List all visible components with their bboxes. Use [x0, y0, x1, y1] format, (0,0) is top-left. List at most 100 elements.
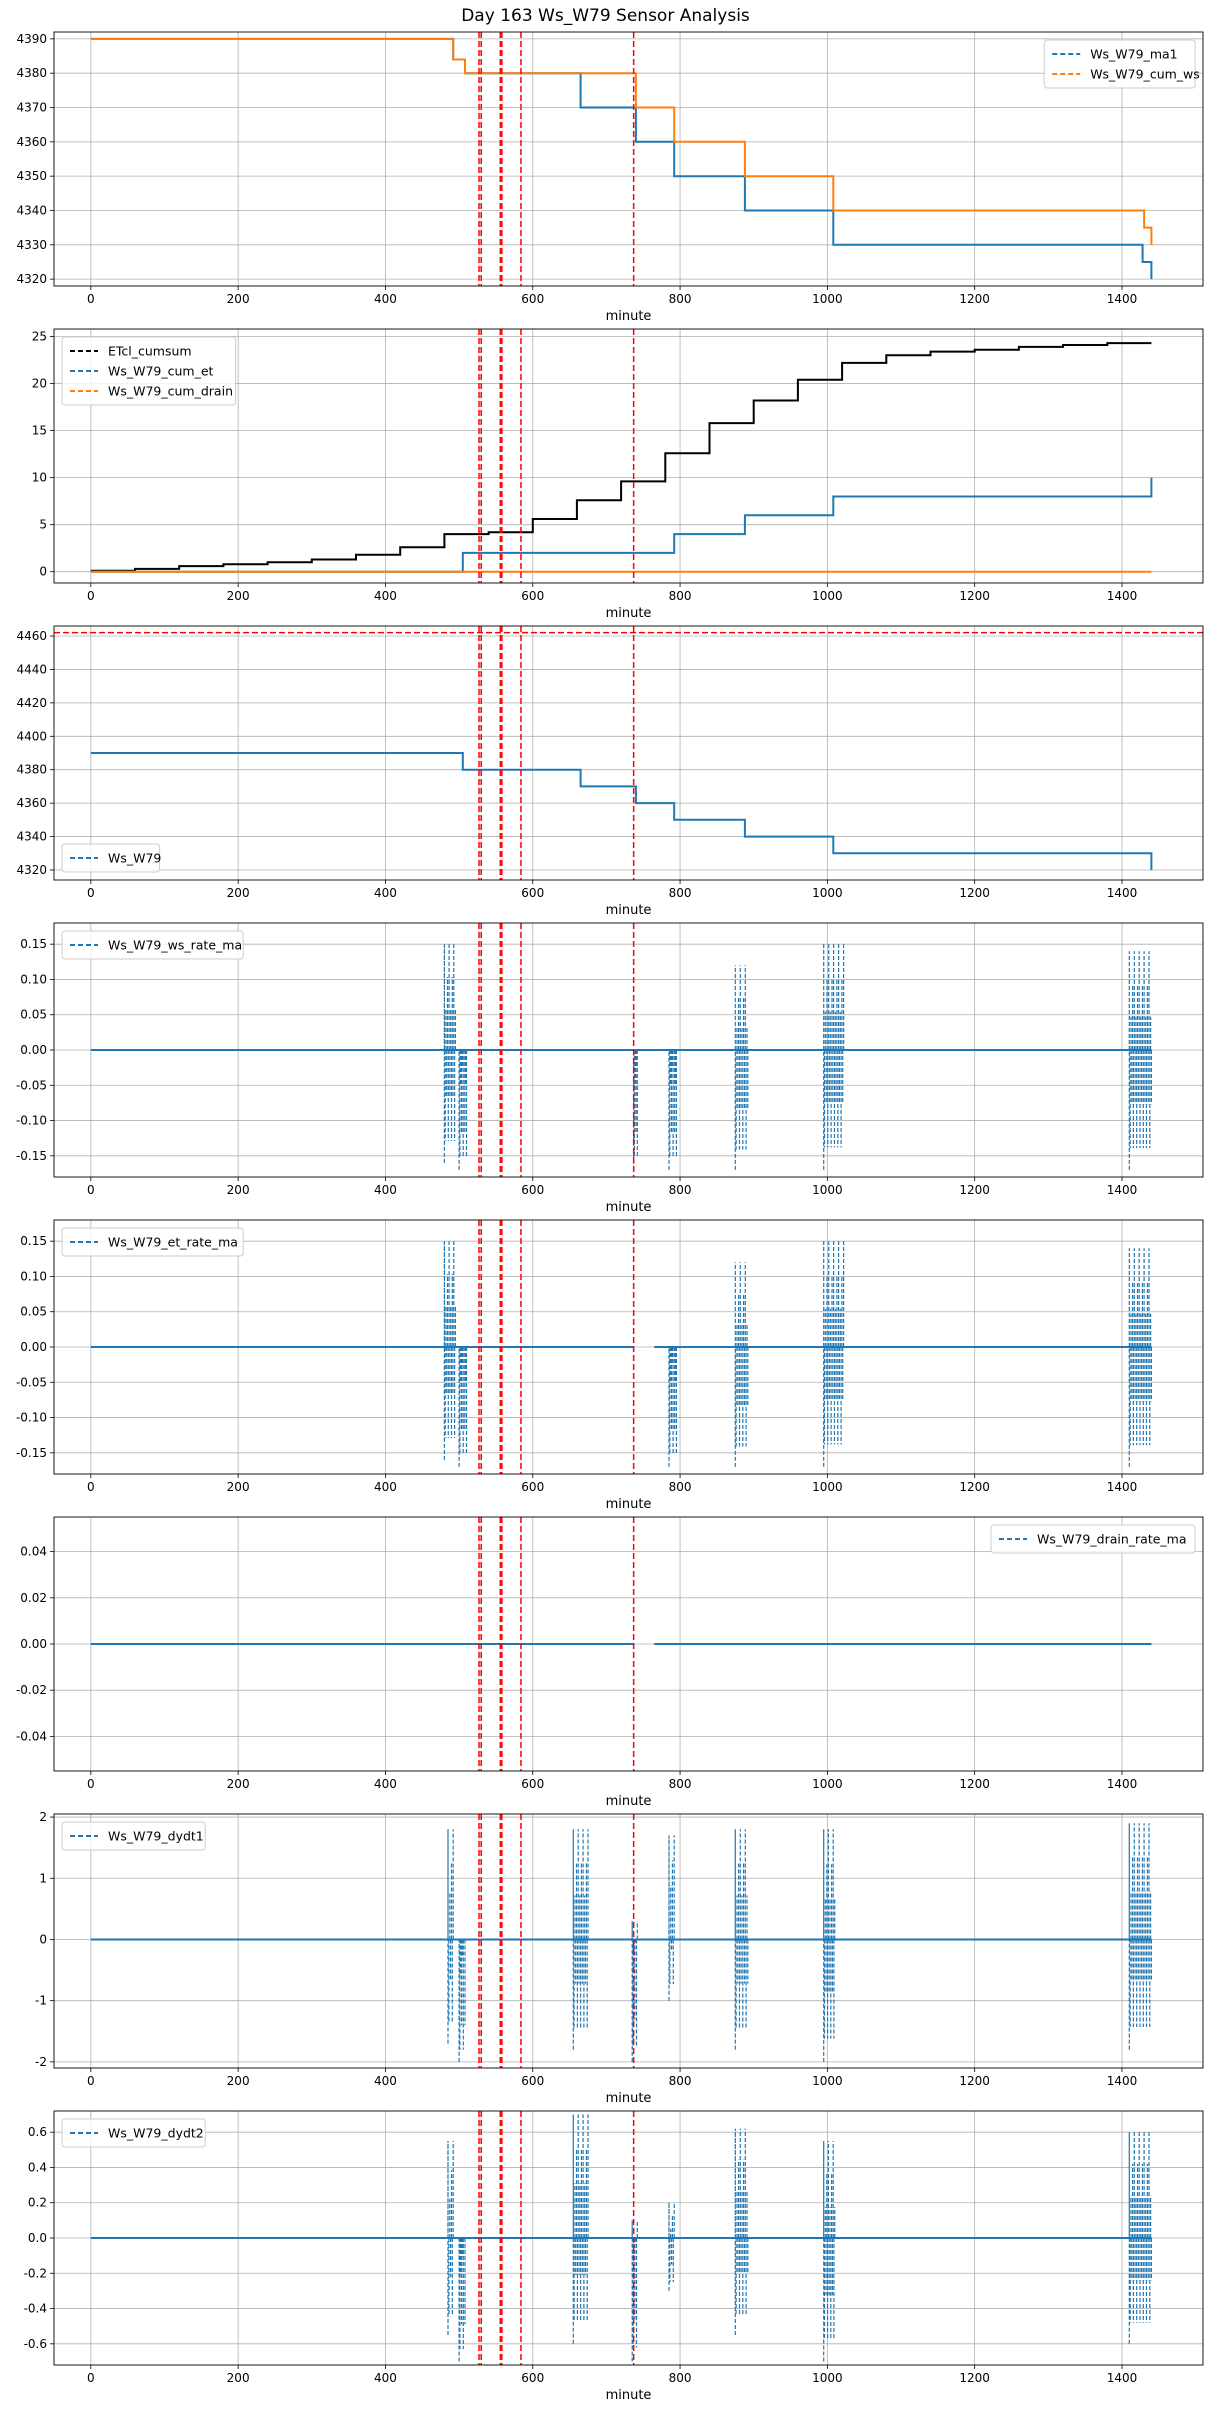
series-line — [90, 477, 1153, 573]
y-tick-label: 4340 — [16, 830, 47, 844]
y-tick-label: -0.04 — [16, 1729, 47, 1743]
x-tick-label: 200 — [227, 886, 250, 900]
x-tick-label: 1400 — [1107, 589, 1138, 603]
subplot-1: 0 200 400 600 800 1000 1200 1400 4320 4330 4340 435… — [16, 31, 1204, 324]
x-tick-label: 1400 — [1107, 1183, 1138, 1197]
x-tick-label: 0 — [87, 2074, 95, 2088]
series-spike — [668, 1050, 677, 1170]
y-tick-label: 1 — [39, 1871, 47, 1885]
axes-frame — [53, 625, 1204, 881]
figure-title: Day 163 Ws_W79 Sensor Analysis — [461, 6, 750, 26]
y-tick-label: 0.00 — [20, 1043, 47, 1057]
plot-area — [90, 1220, 1152, 1474]
x-axis-label: minute — [606, 606, 652, 621]
y-tick-label: -0.4 — [24, 2302, 47, 2316]
y-tick-label: 0.15 — [20, 1234, 47, 1248]
legend-label: Ws_W79_cum_et — [108, 364, 214, 379]
y-tick-label: 4460 — [16, 629, 47, 643]
series-spike — [572, 2114, 589, 2344]
legend: Ws_W79_et_rate_ma — [61, 1227, 244, 1257]
x-tick-label: 1200 — [959, 2371, 990, 2385]
series-spike — [734, 1262, 749, 1467]
y-tick-label: 0.02 — [20, 1591, 47, 1605]
x-tick-label: 800 — [669, 1183, 692, 1197]
series-spike — [823, 2141, 836, 2362]
y-tick-label: -0.15 — [16, 1149, 47, 1163]
plot-area — [90, 2111, 1152, 2365]
x-tick-label: 200 — [227, 292, 250, 306]
x-tick-label: 1400 — [1107, 1777, 1138, 1791]
x-tick-label: 1400 — [1107, 1480, 1138, 1494]
series-line — [90, 37, 1153, 280]
series-spike — [734, 965, 749, 1170]
y-tick-label: 4390 — [16, 32, 47, 46]
series-spike — [443, 1241, 456, 1460]
x-tick-label: 200 — [227, 589, 250, 603]
x-tick-label: 800 — [669, 589, 692, 603]
x-tick-label: 600 — [521, 2371, 544, 2385]
x-tick-label: 1000 — [812, 589, 843, 603]
y-tick-label: 4320 — [16, 863, 47, 877]
legend-label: Ws_W79_et_rate_ma — [108, 1235, 238, 1250]
legend-box — [61, 1821, 206, 1851]
series-spike — [1128, 1823, 1152, 2050]
series-line — [90, 37, 1153, 245]
y-tick-label: 0.10 — [20, 972, 47, 986]
x-tick-label: 1000 — [812, 1777, 843, 1791]
legend-label: Ws_W79_drain_rate_ma — [1037, 1532, 1187, 1547]
x-tick-label: 400 — [374, 589, 397, 603]
x-tick-label: 200 — [227, 2371, 250, 2385]
legend-label: Ws_W79 — [108, 851, 161, 866]
axes-frame — [53, 328, 1204, 584]
series-spike — [668, 1835, 675, 2001]
x-axis-label: minute — [606, 903, 652, 918]
x-tick-label: 1000 — [812, 2371, 843, 2385]
x-tick-label: 400 — [374, 2074, 397, 2088]
y-tick-label: 0.00 — [20, 1637, 47, 1651]
x-axis-label: minute — [606, 1794, 652, 1809]
x-tick-label: 200 — [227, 1480, 250, 1494]
series-spike — [572, 1829, 589, 2050]
x-tick-label: 400 — [374, 292, 397, 306]
x-tick-label: 200 — [227, 1183, 250, 1197]
x-tick-label: 1200 — [959, 1480, 990, 1494]
subplot-3: 0 200 400 600 800 1000 1200 1400 4320 4340 4360 438… — [16, 625, 1204, 918]
plot-area — [90, 32, 1153, 286]
legend-label: Ws_W79_cum_ws — [1090, 67, 1200, 82]
x-tick-label: 1000 — [812, 2074, 843, 2088]
subplot-5: 0 200 400 600 800 1000 1200 1400 -0.15 -0.10 -0.05… — [16, 1219, 1204, 1512]
plot-area — [90, 1814, 1152, 2068]
x-tick-label: 600 — [521, 886, 544, 900]
series-spike — [734, 1829, 749, 2050]
y-tick-label: 4420 — [16, 696, 47, 710]
x-axis-label: minute — [606, 1200, 652, 1215]
x-tick-label: 200 — [227, 1777, 250, 1791]
x-tick-label: 1400 — [1107, 886, 1138, 900]
legend-box — [61, 930, 244, 960]
x-tick-label: 1400 — [1107, 292, 1138, 306]
x-tick-label: 1200 — [959, 2074, 990, 2088]
legend-box — [61, 2118, 206, 2148]
x-tick-label: 1000 — [812, 1480, 843, 1494]
y-tick-label: 0 — [39, 565, 47, 579]
subplot-8: 0 200 400 600 800 1000 1200 1400 -0.6 -0.4 -0.2 0.0… — [24, 2110, 1204, 2403]
x-tick-label: 1200 — [959, 589, 990, 603]
series-line — [90, 342, 1152, 572]
x-tick-label: 0 — [87, 2371, 95, 2385]
x-tick-label: 0 — [87, 1777, 95, 1791]
x-tick-label: 1200 — [959, 886, 990, 900]
plot-area — [90, 923, 1152, 1177]
axes-frame — [53, 31, 1204, 287]
subplot-6: 0 200 400 600 800 1000 1200 1400 -0.04 -0.02 0.00 0… — [16, 1516, 1204, 1809]
x-tick-label: 600 — [521, 1480, 544, 1494]
x-tick-label: 200 — [227, 2074, 250, 2088]
y-tick-label: 20 — [32, 377, 47, 391]
series-spike — [458, 1347, 468, 1467]
y-tick-label: -0.10 — [16, 1411, 47, 1425]
axes-frame — [53, 922, 1204, 1178]
series-spike — [668, 1347, 677, 1467]
y-tick-label: 0.05 — [20, 1305, 47, 1319]
series-spike — [458, 1939, 466, 2062]
x-axis-label: minute — [606, 2091, 652, 2106]
x-tick-label: 1400 — [1107, 2074, 1138, 2088]
